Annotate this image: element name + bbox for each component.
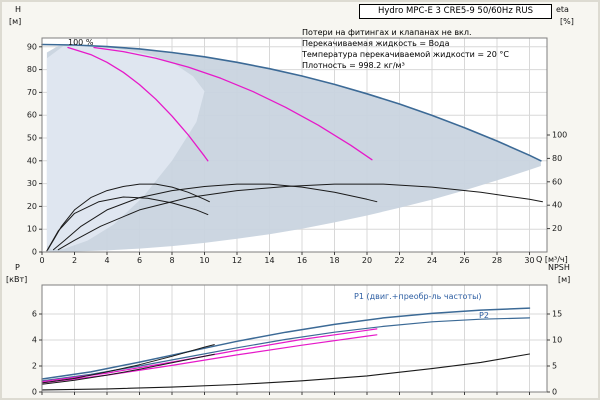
eta-curve-1pump [47, 183, 210, 251]
svg-text:20: 20 [27, 202, 37, 211]
eta-curve-3pumps [57, 183, 543, 251]
eta-curve-2pumps [52, 183, 378, 251]
svg-text:70: 70 [27, 88, 37, 97]
svg-text:80: 80 [552, 154, 562, 163]
svg-text:90: 90 [27, 42, 37, 51]
qh-left-light-band [46, 46, 205, 250]
qh-curve-max-3pumps [41, 43, 542, 162]
svg-text:60: 60 [27, 111, 37, 120]
svg-text:20: 20 [552, 224, 562, 233]
p2-curve-label: P2 [479, 311, 489, 320]
svg-text:60: 60 [552, 177, 562, 186]
p-axis-label: P [15, 263, 20, 272]
svg-text:6: 6 [32, 310, 37, 319]
p-axis-unit: [кВт] [6, 275, 28, 284]
svg-text:0: 0 [32, 248, 37, 257]
conditions-notes: Потери на фитингах и клапанах не вкл. Пе… [302, 27, 509, 71]
svg-text:10: 10 [27, 225, 37, 234]
eta-axis-unit: [%] [560, 17, 574, 26]
svg-text:80: 80 [27, 65, 37, 74]
eta-curve-low-speed [46, 196, 209, 252]
note-temperature: Температура перекачиваемой жидкости = 20… [302, 50, 509, 59]
svg-text:50: 50 [27, 134, 37, 143]
p-curve-2pumps-a [41, 328, 378, 383]
svg-text:30: 30 [524, 256, 534, 265]
svg-text:0: 0 [32, 388, 37, 397]
svg-text:0: 0 [552, 388, 557, 397]
svg-text:5: 5 [552, 362, 557, 371]
note-liquid: Перекачиваемая жидкость = Вода [302, 39, 450, 48]
svg-text:100: 100 [552, 131, 567, 140]
svg-text:16: 16 [297, 256, 307, 265]
svg-text:18: 18 [329, 256, 339, 265]
svg-text:2: 2 [72, 256, 77, 265]
npsh-axis-label: NPSH [548, 263, 570, 272]
h-axis-unit: [м] [9, 17, 22, 26]
svg-text:20: 20 [362, 256, 372, 265]
svg-text:22: 22 [394, 256, 404, 265]
svg-text:8: 8 [169, 256, 174, 265]
svg-text:12: 12 [232, 256, 242, 265]
note-density: Плотность = 998.2 кг/м³ [302, 61, 405, 70]
eta-axis-label: eta [556, 5, 569, 14]
note-losses: Потери на фитингах и клапанах не вкл. [302, 28, 472, 37]
svg-text:14: 14 [264, 256, 274, 265]
svg-text:0: 0 [39, 256, 44, 265]
svg-text:15: 15 [552, 310, 562, 319]
svg-text:24: 24 [427, 256, 437, 265]
q-axis-label: Q [м³/ч] [536, 255, 568, 264]
svg-text:40: 40 [27, 156, 37, 165]
svg-text:4: 4 [32, 336, 37, 345]
svg-text:10: 10 [199, 256, 209, 265]
p1-curve-label: P1 (двиг.+преобр-ль частоты) [354, 292, 482, 301]
chart-title: Hydro MPC-E 3 CRE5-9 50/60Hz RUS [359, 4, 552, 19]
svg-text:26: 26 [459, 256, 469, 265]
p-curve-1pump-a [41, 344, 215, 384]
speed-100pct-label: 100 % [68, 38, 94, 47]
svg-text:10: 10 [552, 336, 562, 345]
svg-text:4: 4 [104, 256, 109, 265]
svg-text:2: 2 [32, 362, 37, 371]
h-axis-label: H [15, 5, 22, 14]
svg-text:28: 28 [492, 256, 502, 265]
svg-text:40: 40 [552, 201, 562, 210]
p-curve-1pump-b [41, 353, 215, 385]
npsh-curve [41, 353, 531, 391]
npsh-axis-unit: [м] [558, 275, 571, 284]
p1-curve-total [41, 307, 531, 380]
svg-text:30: 30 [27, 179, 37, 188]
qh-curve-1pump-100pct [67, 46, 209, 162]
svg-text:6: 6 [137, 256, 142, 265]
qh-curve-2pumps-100pct [93, 46, 373, 161]
